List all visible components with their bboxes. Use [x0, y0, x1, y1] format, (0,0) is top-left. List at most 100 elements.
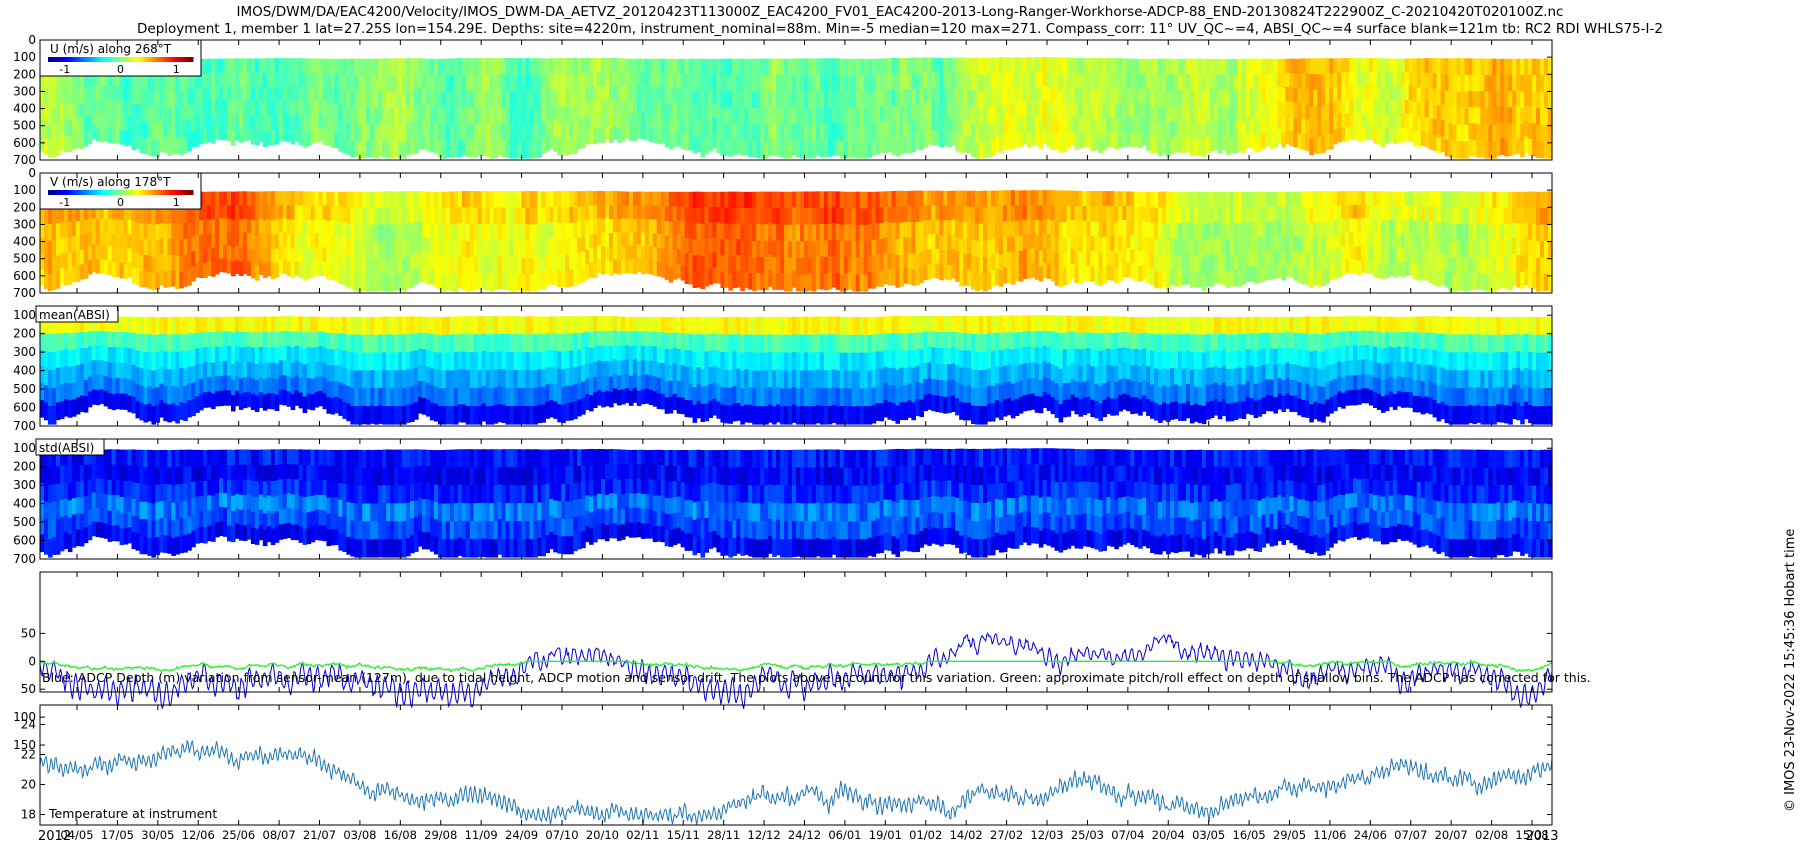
colorbar-cell — [190, 190, 194, 195]
heatmap-cell — [425, 191, 431, 208]
heatmap-cell — [1205, 223, 1211, 240]
heatmap-cell — [553, 191, 558, 208]
heatmap-cell — [1174, 254, 1179, 271]
heatmap-cell — [1134, 221, 1139, 237]
heatmap-cell — [111, 72, 117, 88]
heatmap-cell — [378, 107, 383, 125]
heatmap-cell — [899, 57, 905, 75]
heatmap-cell — [1185, 253, 1191, 270]
heatmap-cell — [1058, 104, 1064, 122]
heatmap-cell — [1436, 207, 1442, 224]
heatmap-cell — [688, 89, 694, 105]
heatmap-cell — [366, 191, 371, 209]
heatmap-cell — [1038, 72, 1044, 89]
heatmap-cell — [1416, 235, 1422, 252]
heatmap-cell — [346, 271, 351, 288]
heatmap-cell — [1341, 99, 1346, 114]
heatmap-cell — [1444, 74, 1450, 92]
heatmap-cell — [1185, 74, 1191, 91]
heatmap-cell — [147, 107, 153, 124]
heatmap-cell — [238, 261, 244, 277]
heatmap-cell — [684, 134, 690, 151]
heatmap-cell — [103, 361, 109, 377]
heatmap-cell — [1146, 237, 1151, 253]
heatmap-cell — [593, 205, 598, 221]
heatmap-cell — [1042, 204, 1048, 220]
heatmap-cell — [406, 138, 411, 155]
colorbar-cell — [72, 190, 76, 195]
colorbar-tick: -1 — [59, 196, 70, 209]
heatmap-cell — [425, 104, 431, 121]
heatmap-cell — [107, 72, 113, 87]
heatmap-cell — [433, 74, 439, 91]
heatmap-cell — [338, 268, 343, 284]
heatmap-cell — [215, 85, 220, 100]
heatmap-cell — [986, 207, 992, 224]
heatmap-cell — [1452, 241, 1458, 259]
heatmap-cell — [47, 107, 53, 125]
colorbar-cell — [135, 57, 138, 62]
heatmap-cell — [418, 191, 423, 207]
heatmap-cell — [453, 140, 459, 158]
heatmap-cell — [732, 223, 737, 241]
heatmap-cell — [652, 247, 658, 262]
heatmap-cell — [927, 264, 932, 280]
heatmap-cell — [712, 191, 718, 208]
heatmap-cell — [294, 58, 300, 73]
heatmap-cell — [831, 223, 837, 240]
heatmap-cell — [302, 132, 308, 148]
heatmap-cell — [43, 350, 49, 369]
legend-title: V (m/s) along 178°T — [50, 175, 171, 189]
heatmap-cell — [254, 265, 260, 281]
heatmap-cell — [652, 72, 658, 88]
heatmap-cell — [624, 259, 630, 274]
heatmap-cell — [1277, 248, 1283, 264]
heatmap-cell — [390, 191, 395, 209]
heatmap-cell — [501, 207, 507, 225]
heatmap-cell — [230, 247, 236, 263]
heatmap-cell — [481, 106, 487, 124]
heatmap-cell — [1146, 74, 1151, 90]
heatmap-cell — [1086, 191, 1092, 207]
heatmap-cell — [1400, 262, 1406, 277]
heatmap-cell — [306, 87, 312, 103]
panel-1-ytick-label: 300 — [13, 217, 36, 231]
heatmap-cell — [441, 58, 447, 76]
heatmap-cell — [943, 220, 948, 236]
heatmap-cell — [919, 190, 924, 207]
heatmap-cell — [1217, 121, 1223, 138]
heatmap-cell — [55, 350, 61, 369]
heatmap-cell — [748, 58, 753, 76]
heatmap-cell — [971, 139, 976, 158]
heatmap-cell — [676, 206, 682, 222]
heatmap-cell — [270, 72, 276, 88]
heatmap-cell — [1249, 191, 1255, 208]
heatmap-cell — [1512, 222, 1517, 239]
heatmap-cell — [1078, 236, 1084, 253]
heatmap-cell — [1460, 108, 1466, 126]
heatmap-cell — [1376, 86, 1382, 102]
heatmap-cell — [792, 271, 797, 288]
heatmap-cell — [1221, 222, 1227, 239]
heatmap-cell — [350, 272, 355, 290]
heatmap-cell — [1002, 103, 1008, 120]
heatmap-cell — [270, 205, 276, 221]
heatmap-cell — [632, 259, 638, 275]
heatmap-cell — [903, 105, 909, 122]
heatmap-cell — [1508, 191, 1513, 209]
heatmap-cell — [907, 57, 912, 75]
heatmap-cell — [720, 74, 725, 92]
heatmap-cell — [386, 141, 391, 159]
heatmap-cell — [143, 351, 149, 370]
heatmap-cell — [732, 255, 737, 272]
heatmap-cell — [51, 140, 57, 158]
heatmap-cell — [258, 113, 264, 129]
heatmap-cell — [366, 107, 371, 125]
heatmap-cell — [947, 87, 952, 103]
heatmap-cell — [712, 267, 718, 284]
heatmap-cell — [163, 207, 168, 225]
heatmap-cell — [266, 261, 272, 277]
heatmap-cell — [159, 383, 164, 401]
heatmap-cell — [1225, 223, 1231, 241]
heatmap-cell — [414, 206, 419, 223]
